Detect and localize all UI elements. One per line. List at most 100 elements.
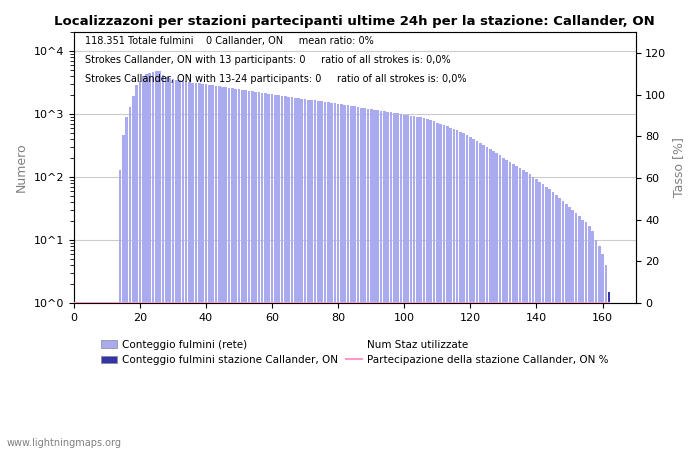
- Y-axis label: Tasso [%]: Tasso [%]: [672, 138, 685, 198]
- Bar: [158, 71, 161, 450]
- Bar: [181, 81, 184, 450]
- Bar: [281, 96, 284, 450]
- Bar: [300, 99, 303, 450]
- Bar: [489, 149, 491, 450]
- Bar: [241, 90, 244, 450]
- Bar: [148, 73, 151, 450]
- Bar: [377, 110, 379, 450]
- Bar: [202, 84, 204, 450]
- Bar: [323, 102, 326, 450]
- Bar: [191, 82, 194, 450]
- Bar: [294, 98, 297, 450]
- Bar: [594, 240, 597, 450]
- Bar: [568, 207, 570, 450]
- Bar: [350, 106, 353, 450]
- Bar: [584, 222, 587, 450]
- Bar: [492, 151, 495, 450]
- Bar: [254, 92, 257, 450]
- Bar: [125, 117, 128, 450]
- Bar: [119, 170, 121, 450]
- Bar: [238, 89, 240, 450]
- Bar: [234, 89, 237, 450]
- Bar: [426, 119, 428, 450]
- Bar: [298, 98, 300, 450]
- Bar: [172, 79, 174, 450]
- Bar: [228, 88, 230, 450]
- Bar: [251, 91, 253, 450]
- Bar: [548, 189, 551, 450]
- Bar: [142, 76, 144, 450]
- Bar: [367, 109, 369, 450]
- Bar: [346, 105, 349, 450]
- Bar: [413, 116, 416, 450]
- Bar: [519, 168, 522, 450]
- Bar: [287, 97, 290, 450]
- Bar: [575, 213, 577, 450]
- Text: Strokes Callander, ON with 13 participants: 0     ratio of all strokes is: 0,0%: Strokes Callander, ON with 13 participan…: [85, 55, 451, 65]
- Bar: [528, 175, 531, 450]
- Bar: [264, 93, 267, 450]
- Bar: [162, 75, 164, 450]
- Bar: [559, 198, 561, 450]
- Bar: [231, 88, 234, 450]
- Bar: [344, 105, 346, 450]
- Bar: [509, 162, 511, 450]
- Bar: [386, 112, 389, 450]
- Bar: [168, 78, 171, 450]
- Bar: [486, 147, 488, 450]
- Bar: [466, 135, 468, 450]
- Bar: [314, 100, 316, 450]
- Bar: [608, 292, 610, 450]
- Bar: [502, 158, 505, 450]
- Bar: [218, 86, 220, 450]
- Bar: [532, 177, 535, 450]
- Bar: [545, 187, 547, 450]
- Bar: [340, 104, 343, 450]
- Bar: [248, 91, 251, 450]
- Bar: [475, 141, 478, 450]
- Bar: [442, 125, 445, 450]
- Legend: Conteggio fulmini (rete), Conteggio fulmini stazione Callander, ON, Num Staz uti: Conteggio fulmini (rete), Conteggio fulm…: [97, 335, 612, 369]
- Bar: [211, 86, 214, 450]
- Bar: [373, 110, 376, 450]
- Bar: [188, 82, 191, 450]
- Bar: [330, 103, 333, 450]
- Bar: [304, 99, 307, 450]
- Bar: [135, 85, 138, 450]
- Bar: [145, 74, 148, 450]
- Bar: [204, 84, 207, 450]
- Bar: [139, 81, 141, 450]
- Bar: [419, 117, 422, 450]
- Bar: [327, 102, 330, 450]
- Bar: [310, 100, 313, 450]
- Bar: [525, 172, 528, 450]
- Bar: [410, 116, 412, 450]
- Bar: [555, 195, 558, 450]
- Bar: [452, 129, 455, 450]
- Bar: [459, 132, 462, 450]
- Bar: [363, 108, 366, 450]
- Bar: [456, 130, 458, 450]
- Y-axis label: Numero: Numero: [15, 143, 28, 192]
- Bar: [290, 97, 293, 450]
- Bar: [479, 143, 482, 450]
- Bar: [463, 134, 465, 450]
- Bar: [357, 107, 359, 450]
- Bar: [267, 94, 270, 450]
- Bar: [449, 127, 452, 450]
- Bar: [393, 113, 395, 450]
- Bar: [499, 155, 501, 450]
- Bar: [433, 122, 435, 450]
- Bar: [225, 87, 227, 450]
- Bar: [178, 80, 181, 450]
- Bar: [505, 160, 508, 450]
- Bar: [565, 203, 568, 450]
- Bar: [333, 103, 336, 450]
- Bar: [605, 265, 607, 450]
- Bar: [522, 170, 524, 450]
- Title: Localizzazoni per stazioni partecipanti ultime 24h per la stazione: Callander, O: Localizzazoni per stazioni partecipanti …: [55, 15, 655, 28]
- Bar: [165, 76, 167, 450]
- Bar: [469, 137, 472, 450]
- Bar: [155, 71, 158, 450]
- Bar: [515, 166, 518, 450]
